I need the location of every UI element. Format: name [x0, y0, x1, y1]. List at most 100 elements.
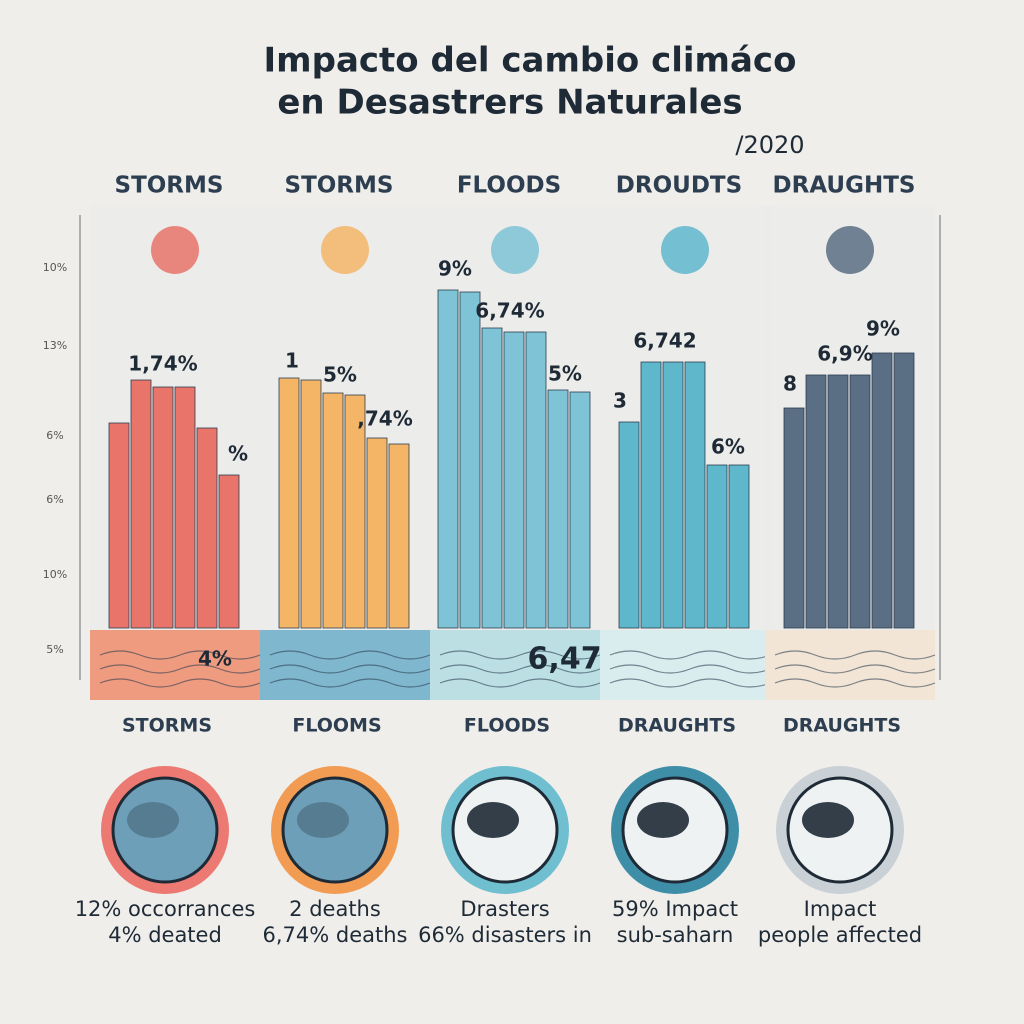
- wave: [774, 678, 936, 688]
- caption: 12% occorrances: [75, 897, 256, 921]
- caption: 2 deaths: [289, 897, 381, 921]
- axis-label: 5%: [46, 643, 63, 656]
- panel-label: DRAUGHTS: [773, 173, 916, 199]
- bar-label: 3: [613, 389, 627, 413]
- panel-label: FLOODS: [457, 173, 561, 199]
- globe: [281, 776, 389, 884]
- wave: [774, 664, 936, 674]
- title: Impacto del cambio climáco: [264, 41, 797, 81]
- bar: [684, 361, 706, 629]
- icon: [321, 226, 369, 274]
- axis-label: 13%: [43, 339, 67, 352]
- bar: [871, 352, 893, 629]
- globe: [111, 776, 219, 884]
- caption: Impact: [804, 897, 877, 921]
- caption: 66% disasters in: [418, 923, 592, 947]
- bar-label: 6,9%: [817, 342, 872, 366]
- bar: [893, 352, 915, 629]
- wave: [99, 650, 261, 660]
- caption: Drasters: [460, 897, 549, 921]
- bar-label: 1: [285, 349, 299, 373]
- bar: [547, 389, 569, 629]
- bar: [437, 289, 459, 629]
- bar: [300, 379, 322, 629]
- bar: [728, 464, 750, 629]
- wave: [269, 650, 431, 660]
- wave: [609, 664, 771, 674]
- axis-label: 6%: [46, 429, 63, 442]
- bottom-label: DRAUGHTS: [783, 715, 901, 737]
- wave: [774, 650, 936, 660]
- icon: [491, 226, 539, 274]
- bar-label: 9%: [438, 257, 472, 281]
- globe-land: [127, 802, 179, 838]
- caption: 6,74% deaths: [263, 923, 408, 947]
- icon: [826, 226, 874, 274]
- axis-label: 10%: [43, 261, 67, 274]
- title: en Desastrers Naturales: [277, 83, 742, 123]
- bar: [706, 464, 728, 629]
- bar: [783, 407, 805, 629]
- bottom-label: DRAUGHTS: [618, 715, 736, 737]
- bar-label: 6%: [711, 435, 745, 459]
- bar-label: 5%: [548, 362, 582, 386]
- bar: [174, 386, 196, 629]
- bar-label: 5%: [323, 363, 357, 387]
- globe-land: [467, 802, 519, 838]
- bar-label: ,74%: [357, 407, 412, 431]
- bar: [108, 422, 130, 629]
- globe-land: [297, 802, 349, 838]
- wave: [99, 664, 261, 674]
- bar: [459, 291, 481, 629]
- wave: [99, 678, 261, 688]
- bottom-label: FLOODS: [464, 715, 550, 737]
- ground-label: 4%: [198, 647, 232, 671]
- bar: [640, 361, 662, 629]
- axis-label: 6%: [46, 493, 63, 506]
- wave: [269, 678, 431, 688]
- bar: [366, 437, 388, 629]
- bar-label: 8: [783, 372, 797, 396]
- bar: [662, 361, 684, 629]
- bar: [152, 386, 174, 629]
- bar: [344, 394, 366, 629]
- panel-label: STORMS: [285, 173, 394, 199]
- caption: 4% deated: [108, 923, 222, 947]
- bar-label: 9%: [866, 317, 900, 341]
- wave: [609, 650, 771, 660]
- bar: [849, 374, 871, 629]
- bar: [827, 374, 849, 629]
- bar: [805, 374, 827, 629]
- bar: [525, 331, 547, 629]
- wave: [439, 664, 601, 674]
- bar: [503, 331, 525, 629]
- caption: 59% Impact: [612, 897, 738, 921]
- bar-label: %: [228, 442, 248, 466]
- icon: [151, 226, 199, 274]
- bar: [278, 377, 300, 629]
- bar: [569, 391, 591, 629]
- globe-land: [637, 802, 689, 838]
- bar: [618, 421, 640, 629]
- bar-label: 6,742: [633, 329, 696, 353]
- bar-label: 1,74%: [128, 352, 197, 376]
- wave: [609, 678, 771, 688]
- bottom-label: STORMS: [122, 715, 212, 737]
- axis-label: 10%: [43, 568, 67, 581]
- year: /2020: [735, 131, 804, 159]
- panel-label: STORMS: [115, 173, 224, 199]
- wave: [439, 678, 601, 688]
- wave: [439, 650, 601, 660]
- bar-label: 6,74%: [475, 299, 544, 323]
- bar: [322, 392, 344, 629]
- bar: [130, 379, 152, 629]
- panel-label: DROUDTS: [616, 173, 742, 199]
- bottom-label: FLOOMS: [292, 715, 381, 737]
- bar: [388, 443, 410, 629]
- wave: [269, 664, 431, 674]
- bar: [196, 427, 218, 629]
- globe-land: [802, 802, 854, 838]
- bar: [481, 327, 503, 629]
- caption: sub-saharn: [617, 923, 734, 947]
